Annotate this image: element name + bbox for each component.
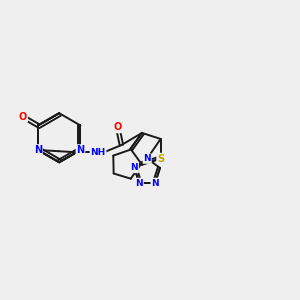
Text: NH: NH	[91, 148, 106, 157]
Text: N: N	[143, 154, 151, 163]
Text: N: N	[135, 178, 143, 188]
Text: O: O	[114, 122, 122, 132]
Text: N: N	[151, 178, 159, 188]
Text: O: O	[19, 112, 27, 122]
Text: N: N	[76, 145, 85, 155]
Text: N: N	[34, 145, 42, 155]
Text: N: N	[130, 164, 138, 172]
Text: S: S	[157, 154, 164, 164]
